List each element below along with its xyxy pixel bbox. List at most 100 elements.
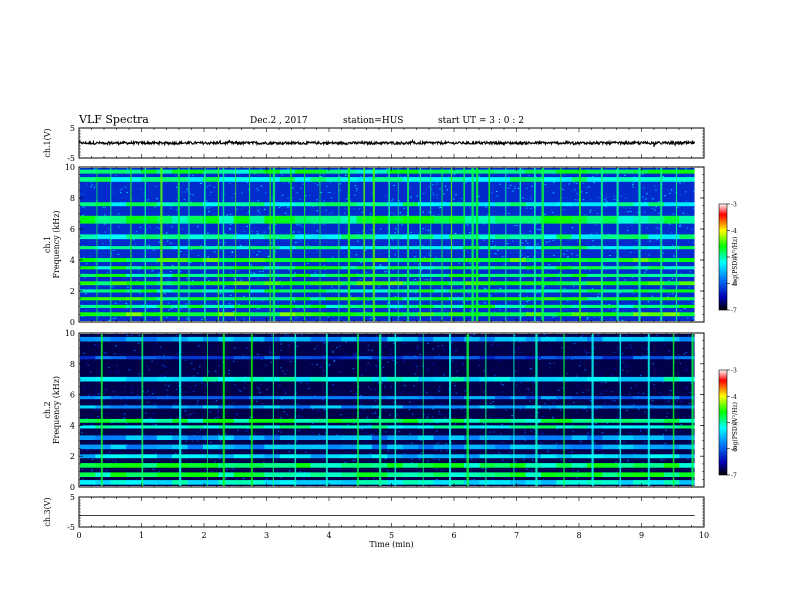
ch2-spectrogram-band (249, 376, 265, 382)
ch1-spectrogram-band (448, 304, 465, 308)
ch2-spectrogram-band (602, 435, 619, 440)
ch2-spectrogram-band (541, 376, 557, 382)
ch1-spectrogram-band (172, 304, 189, 308)
ch1-spectrogram-band (679, 289, 696, 293)
ch2-spectrogram-band (295, 376, 311, 382)
ch2-spectrogram-sferic (272, 334, 274, 486)
ch1-spectrogram-ytick-label: 4 (70, 256, 75, 265)
ch2-spectrogram-band (679, 376, 696, 382)
ch2-spectrogram-band (633, 396, 650, 400)
ch2-spectrogram-band (418, 405, 434, 409)
ch1-spectrogram-band (187, 215, 204, 224)
ch1-spectrogram-band (325, 215, 342, 224)
ch2-spectrogram-band (525, 396, 542, 400)
ch2-spectrogram-band (233, 396, 250, 400)
ch1-spectrogram-ytick-label: 0 (70, 318, 75, 327)
ch2-spectrogram-band (110, 418, 127, 423)
ch2-spectrogram-band (325, 356, 342, 360)
ch1-spectrogram-band (141, 169, 158, 174)
ch2-spectrogram-band (202, 444, 219, 450)
ch1-spectrogram-band (371, 266, 388, 270)
ch1-spectrogram-band (418, 281, 434, 286)
ch1-spectrogram-band (172, 289, 189, 293)
ch2-spectrogram-band (356, 405, 373, 409)
ch2-spectrogram-band (633, 336, 650, 342)
ch1-spectrogram-band (679, 304, 696, 308)
ch1-spectrogram-band (172, 202, 189, 207)
ch1-spectrogram-band (95, 215, 112, 224)
ch1-spectrogram-band (663, 297, 680, 301)
ch2-spectrogram-band (110, 435, 127, 440)
ch1-spectrogram-band (95, 312, 112, 317)
ch2-spectrogram-band (110, 463, 127, 468)
ch2-spectrogram-band (448, 425, 465, 429)
ch1-spectrogram-band (295, 297, 311, 301)
ch1-spectrogram-band (233, 234, 250, 240)
ch1-spectrogram-band (648, 202, 665, 207)
ch1-spectrogram-sferic (249, 168, 251, 321)
ch1-spectrogram-band (448, 266, 465, 270)
ch2-spectrogram-band (633, 405, 650, 409)
ch2-spectrogram-band (233, 463, 250, 468)
ch1-spectrogram-band (156, 281, 173, 286)
ch1-spectrogram-band (249, 258, 265, 262)
ch1-spectrogram-band (156, 304, 173, 308)
ch2-spectrogram-band (541, 405, 557, 409)
ch1-spectrogram-sferic (541, 168, 544, 321)
ch2-spectrogram-band (525, 376, 542, 382)
ch1-spectrogram-sferic (144, 168, 146, 321)
ch1-spectrogram-sferic (110, 168, 112, 321)
ch1-spectrogram-band (387, 266, 404, 270)
ch2-spectrogram-band (510, 480, 527, 485)
ch2-spectrogram-band (494, 425, 511, 429)
ch1-spectrogram-sferic (269, 168, 271, 321)
ch1-spectrogram-band (418, 289, 434, 293)
ch2-spectrogram-band (525, 454, 542, 459)
ch1-colorbar-tick-label: -6 (731, 281, 737, 288)
ch1-spectrogram-band (156, 258, 173, 262)
ch2-spectrogram-band (264, 418, 281, 423)
ch2-spectrogram-band (310, 425, 327, 429)
ch1-spectrogram-band (80, 169, 96, 174)
ch2-spectrogram-band (80, 454, 96, 459)
ch2-spectrogram-band (279, 454, 296, 459)
ch1-spectrogram-band (218, 304, 235, 308)
ch2-spectrogram-band (479, 472, 496, 477)
ch1-spectrogram-band (479, 246, 496, 250)
ch2-colorbar-tick-label: -6 (731, 446, 737, 453)
ch1-spectrogram-band (510, 234, 527, 240)
ch2-spectrogram-band (571, 396, 588, 400)
ch2-spectrogram-band (233, 425, 250, 429)
ch2-spectrogram-band (525, 444, 542, 450)
time-tick-label: 10 (699, 531, 709, 540)
ch2-spectrogram-band (110, 425, 127, 429)
ch1-spectrogram-band (141, 289, 158, 293)
ch1-spectrogram-band (202, 273, 219, 277)
ch1-spectrogram-band (110, 312, 127, 317)
ch1-spectrogram-band (126, 266, 142, 270)
ch1-spectrogram-band (587, 202, 603, 207)
ch2-spectrogram-band (418, 336, 434, 342)
ch1-spectrogram-band (218, 215, 235, 224)
time-tick-label: 7 (514, 531, 519, 540)
ch2-spectrogram-band (541, 356, 557, 360)
ch1-spectrogram-band (325, 202, 342, 207)
ch1-spectrogram-band (310, 177, 327, 182)
ch2-spectrogram-band (341, 472, 358, 477)
ch1-spectrogram-band (249, 304, 265, 308)
ch2-spectrogram-band (341, 336, 358, 342)
ch2-spectrogram-band (571, 336, 588, 342)
ch2-spectrogram-band (325, 425, 342, 429)
ch2-spectrogram-band (464, 356, 480, 360)
ch1-spectrogram-band (264, 289, 281, 293)
ch2-spectrogram-band (279, 463, 296, 468)
ch2-spectrogram-band (80, 472, 96, 477)
ch2-spectrogram-sferic (179, 334, 182, 486)
ch2-spectrogram-band (571, 418, 588, 423)
ch2-spectrogram-band (249, 480, 265, 485)
ch2-spectrogram-band (156, 418, 173, 423)
ch2-spectrogram-band (433, 396, 450, 400)
ch1-spectrogram-band (80, 215, 96, 224)
ch1-spectrogram-band (387, 258, 404, 262)
ch1-spectrogram-ytick-label: 6 (70, 225, 75, 234)
